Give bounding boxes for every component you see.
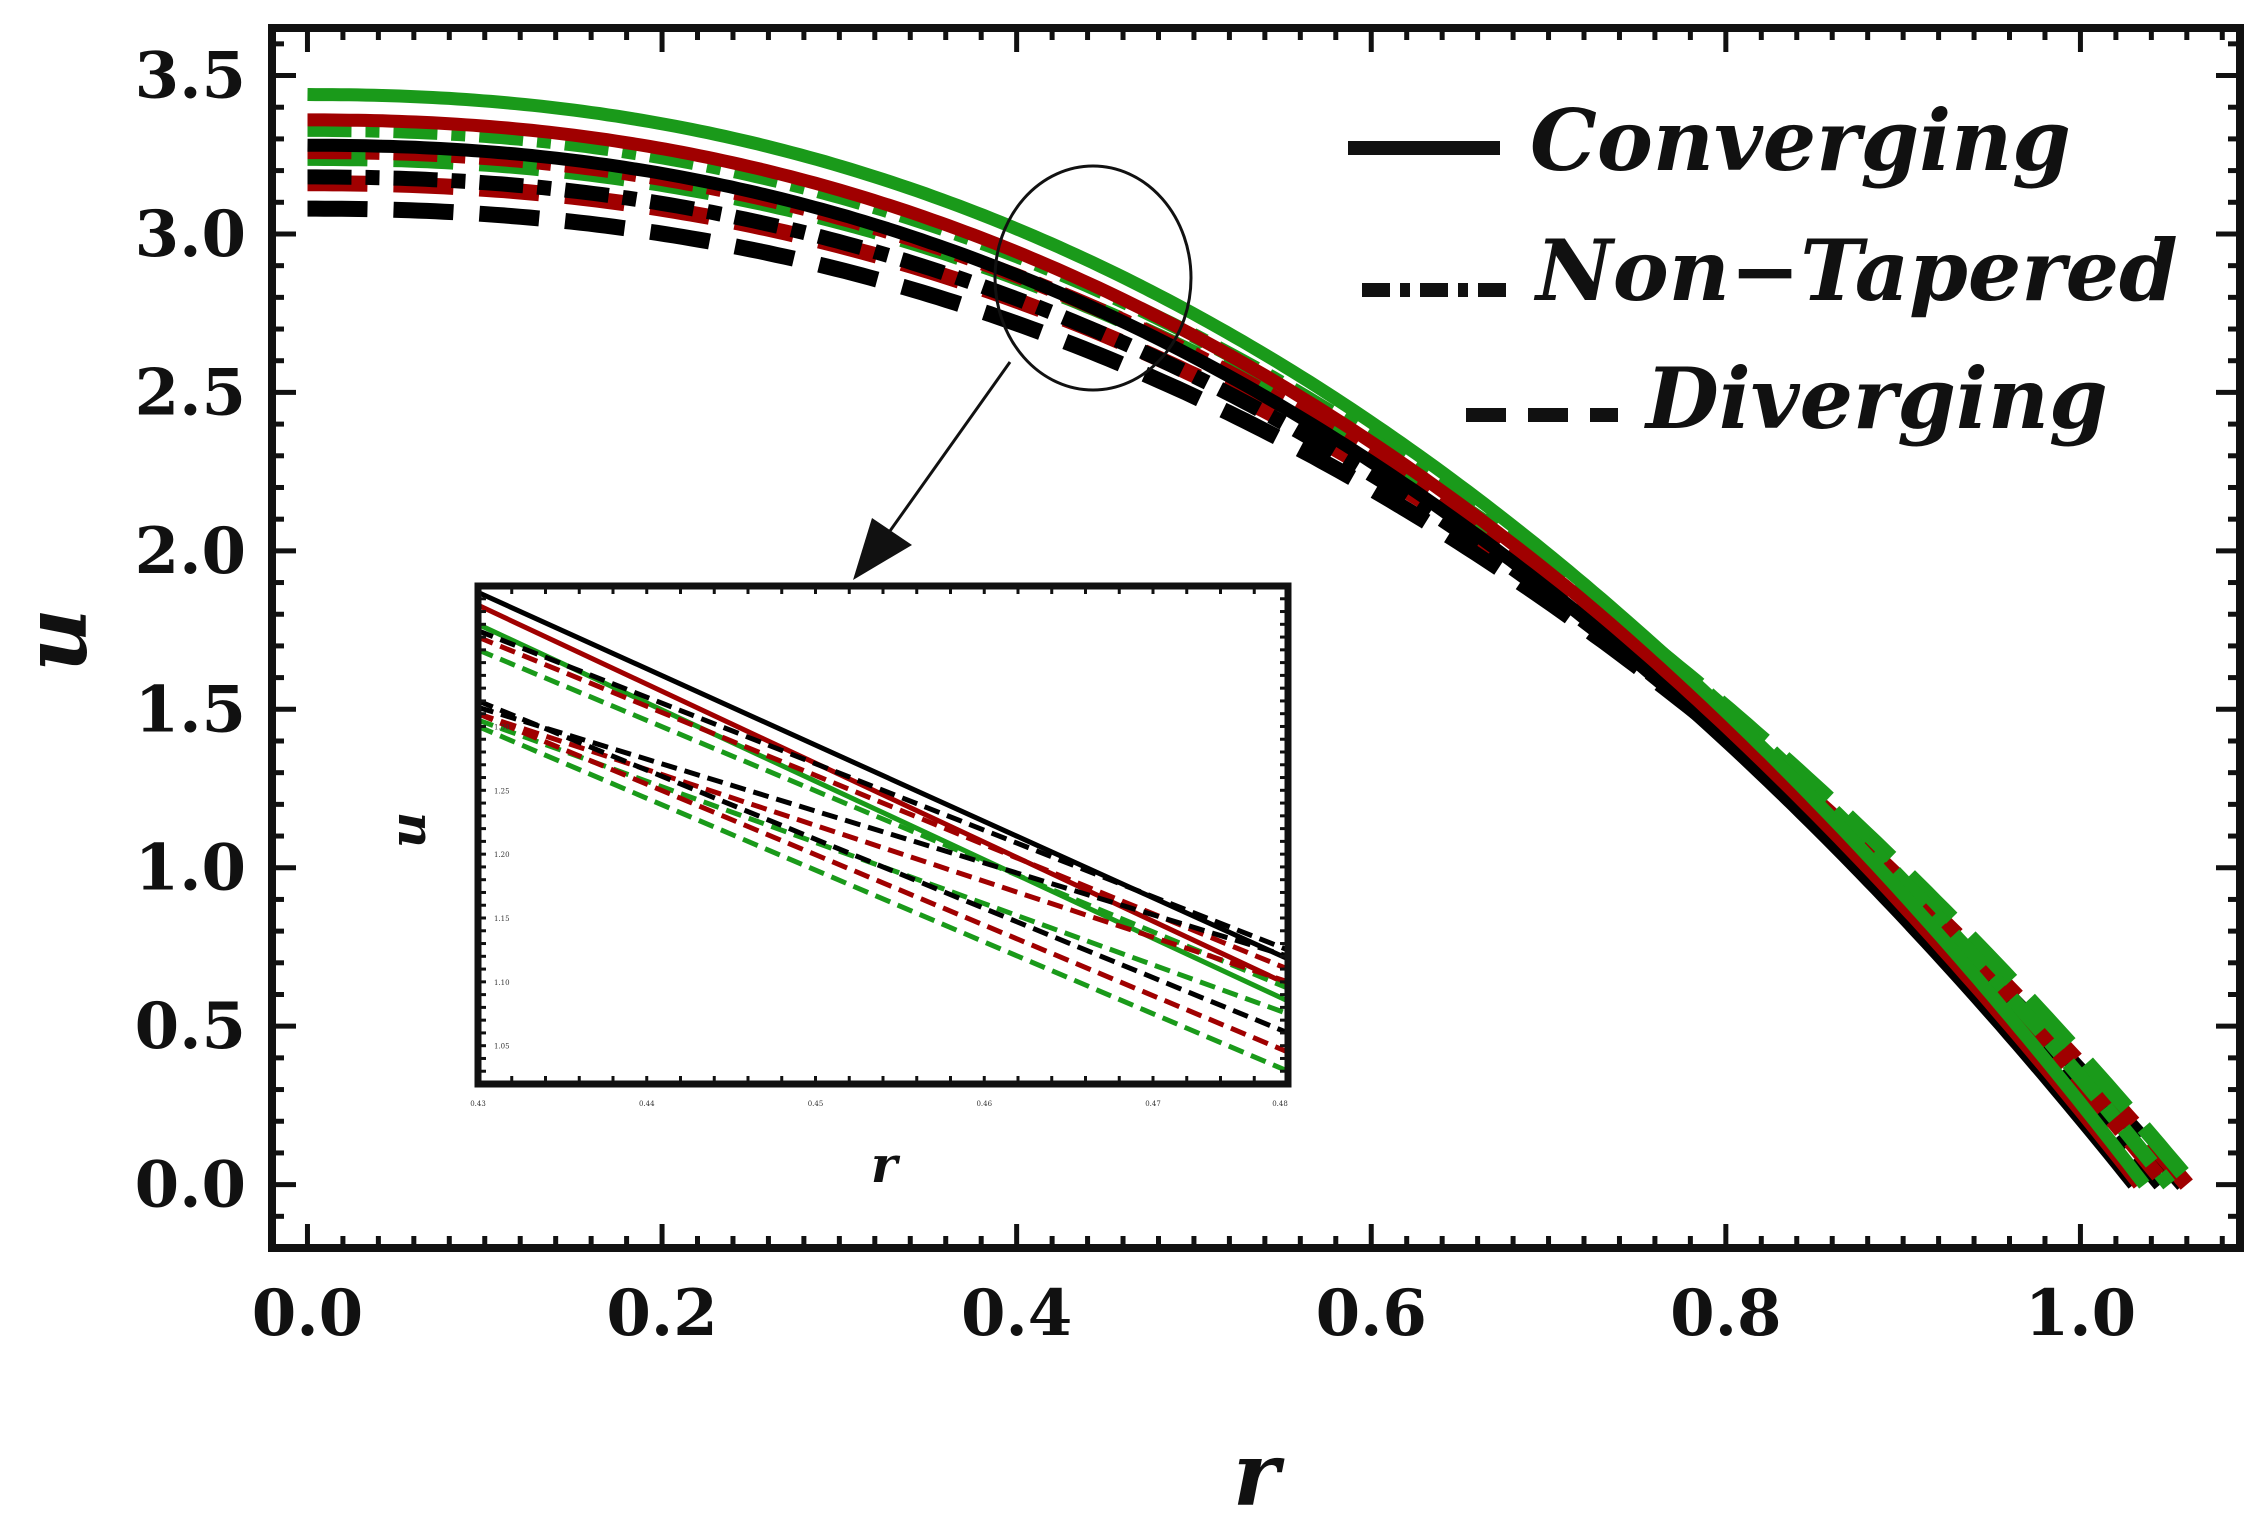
inset-y-tick-label: 1.05 [494, 1043, 510, 1051]
inset-y-tick-label: 1.15 [494, 915, 510, 923]
inset-x-tick-label: 0.45 [808, 1100, 824, 1108]
inset-y-tick-label: 1.20 [494, 851, 510, 859]
inset-x-axis-title: r [871, 1135, 901, 1194]
curve-converging-2 [307, 88, 2150, 1189]
x-tick-label: 0.0 [252, 1276, 363, 1351]
inset-y-tick-labels: 1.05 1.10 1.15 1.20 1.25 1.30 [494, 723, 510, 1050]
inset-plot: 0.43 0.44 0.45 0.46 0.47 0.48 1.05 1.10 1.15 1.2… [378, 582, 1292, 1194]
inset-y-tick-label: 1.30 [494, 723, 510, 731]
inset-line-1 [476, 602, 1290, 987]
inset-x-tick-label: 0.46 [976, 1100, 992, 1108]
y-axis-tick-labels: 0.0 0.5 1.0 1.5 2.0 2.5 3.0 3.5 [135, 39, 246, 1223]
x-tick-label: 0.6 [1316, 1276, 1427, 1351]
legend-label-converging: Converging [1530, 91, 2071, 190]
x-tick-label: 0.8 [1670, 1276, 1781, 1351]
inset-x-tick-label: 0.48 [1272, 1100, 1288, 1108]
y-tick-label: 2.5 [135, 355, 246, 430]
zoom-arrow-line [878, 361, 1012, 546]
y-tick-label: 1.0 [135, 831, 246, 906]
x-axis-title: r [1233, 1422, 1285, 1526]
y-tick-label: 1.5 [135, 672, 246, 747]
inset-x-tick-label: 0.47 [1145, 1100, 1161, 1108]
zoom-arrow-head [853, 518, 912, 580]
inset-line-3 [477, 628, 1289, 953]
curve-converging-1 [307, 113, 2145, 1189]
inset-x-tick-label: 0.43 [470, 1100, 486, 1108]
x-tick-label: 1.0 [2025, 1276, 2136, 1351]
legend-label-non-tapered: Non−Tapered [1533, 221, 2178, 320]
inset-line-7 [477, 711, 1289, 985]
y-tick-label: 3.5 [135, 39, 246, 114]
inset-curves [476, 590, 1290, 1074]
inset-y-tick-label: 1.10 [494, 979, 510, 987]
curve-converging-0 [307, 138, 2139, 1189]
y-tick-label: 0.0 [135, 1148, 246, 1223]
x-tick-label: 0.4 [961, 1276, 1072, 1351]
inset-line-6 [477, 704, 1289, 959]
inset-line-11 [477, 724, 1289, 1074]
y-tick-label: 3.0 [135, 197, 246, 272]
inset-line-5 [477, 647, 1289, 991]
inset-y-axis-title: u [378, 812, 437, 848]
x-axis-tick-labels: 0.0 0.2 0.4 0.6 0.8 1.0 [252, 1276, 2136, 1351]
inset-line-9 [477, 698, 1289, 1036]
legend-label-diverging: Diverging [1644, 349, 2108, 448]
main-plot-curves [307, 88, 2199, 1190]
legend: Converging Non−Tapered Diverging [1348, 91, 2178, 448]
inset-line-10 [477, 711, 1289, 1055]
zoom-circle [993, 164, 1193, 392]
x-tick-label: 0.2 [606, 1276, 717, 1351]
inset-y-tick-label: 1.25 [494, 787, 510, 795]
y-axis-title: u [3, 608, 107, 672]
inset-x-tick-labels: 0.43 0.44 0.45 0.46 0.47 0.48 [470, 1100, 1288, 1108]
y-tick-label: 2.0 [135, 514, 246, 589]
inset-frame [474, 582, 1292, 1088]
plot-frame [268, 24, 2244, 1252]
inset-x-tick-label: 0.44 [639, 1100, 655, 1108]
y-tick-label: 0.5 [135, 989, 246, 1064]
